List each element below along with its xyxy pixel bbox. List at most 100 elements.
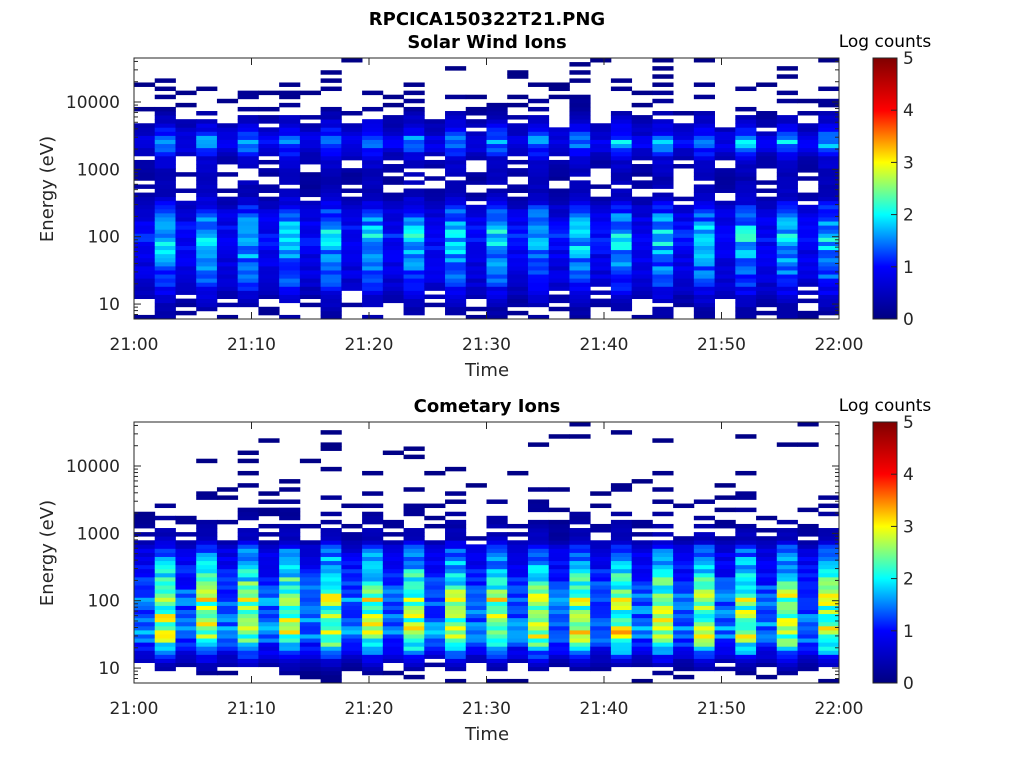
heatmap-cell	[196, 192, 218, 198]
heatmap-cell	[714, 483, 736, 488]
heatmap-cell	[486, 131, 508, 136]
heatmap-cell	[693, 548, 715, 553]
heatmap-cell	[631, 257, 653, 263]
heatmap-cell	[216, 519, 239, 525]
heatmap-cell	[818, 597, 840, 602]
heatmap-cell	[341, 172, 363, 177]
heatmap-cell	[279, 523, 301, 529]
heatmap-cell	[652, 523, 674, 529]
heatmap-cell	[299, 192, 322, 198]
heatmap-cell	[610, 208, 633, 214]
heatmap-cell	[424, 270, 446, 275]
heatmap-cell	[445, 601, 467, 606]
heatmap-cell	[693, 515, 715, 521]
x-tick-label: 21:20	[345, 699, 394, 719]
heatmap-cell	[631, 601, 653, 606]
heatmap-cell	[237, 233, 259, 238]
heatmap-cell	[818, 306, 840, 312]
heatmap-cell	[527, 314, 550, 320]
heatmap-cell	[735, 221, 757, 226]
heatmap-cell	[693, 581, 715, 586]
heatmap-cell	[818, 245, 840, 251]
heatmap-cell	[382, 245, 404, 251]
heatmap-cell	[403, 613, 425, 619]
heatmap-cell	[652, 650, 674, 655]
heatmap-cell	[154, 581, 176, 586]
heatmap-cell	[258, 286, 280, 291]
heatmap-cell	[735, 495, 757, 500]
heatmap-cell	[507, 654, 529, 659]
heatmap-cell	[673, 658, 695, 664]
heatmap-cell	[279, 245, 301, 251]
heatmap-cell	[424, 581, 446, 586]
heatmap-cell	[320, 556, 342, 562]
heatmap-cell	[341, 552, 363, 557]
heatmap-cell	[299, 212, 322, 218]
heatmap-cell	[465, 290, 487, 295]
heatmap-cell	[486, 601, 508, 606]
heatmap-cell	[735, 548, 757, 553]
heatmap-cell	[735, 135, 757, 140]
y-tick-label: 10000	[66, 457, 120, 477]
heatmap-cell	[341, 634, 363, 639]
heatmap-cell	[610, 164, 633, 169]
heatmap-cell	[362, 646, 384, 651]
heatmap-cell	[134, 172, 156, 177]
heatmap-cell	[382, 225, 404, 230]
heatmap-cell	[154, 613, 176, 619]
heatmap-cell	[756, 540, 778, 545]
heatmap-cell	[610, 168, 633, 173]
heatmap-cell	[693, 155, 715, 161]
heatmap-cell	[237, 204, 259, 210]
heatmap-cell	[362, 302, 384, 308]
heatmap-cell	[486, 540, 508, 545]
heatmap-cell	[154, 515, 176, 521]
heatmap-cell	[445, 548, 467, 553]
heatmap-cell	[673, 576, 695, 582]
heatmap-cell	[818, 310, 840, 316]
heatmap-cell	[196, 172, 218, 177]
heatmap-cell	[362, 147, 384, 153]
heatmap-cell	[756, 625, 778, 631]
heatmap-cell	[341, 245, 363, 251]
heatmap-cell	[465, 261, 487, 267]
heatmap-cell	[486, 164, 508, 169]
heatmap-cell	[382, 593, 404, 598]
heatmap-cell	[196, 613, 218, 619]
heatmap-cell	[320, 560, 342, 566]
heatmap-cell	[507, 678, 529, 684]
heatmap-cell	[548, 585, 570, 590]
heatmap-cell	[527, 168, 550, 173]
heatmap-cell	[362, 572, 384, 578]
heatmap-cell	[652, 111, 674, 116]
heatmap-cell	[382, 270, 404, 275]
heatmap-cell	[445, 581, 467, 586]
heatmap-cell	[652, 560, 674, 566]
heatmap-cell	[237, 556, 259, 562]
heatmap-cell	[424, 564, 446, 570]
heatmap-cell	[652, 294, 674, 300]
heatmap-cell	[279, 135, 301, 140]
heatmap-cell	[237, 638, 259, 643]
x-axis-label: Time	[464, 360, 509, 381]
heatmap-cell	[424, 589, 446, 594]
heatmap-cell	[507, 581, 529, 586]
heatmap-cell	[465, 548, 487, 553]
heatmap-cell	[693, 253, 715, 259]
heatmap-cell	[714, 180, 736, 185]
heatmap-cell	[320, 86, 342, 92]
heatmap-cell	[756, 221, 778, 226]
heatmap-cell	[735, 568, 757, 574]
heatmap-cell	[756, 601, 778, 606]
heatmap-cell	[610, 245, 633, 251]
heatmap-cell	[216, 261, 239, 267]
heatmap-cell	[134, 552, 156, 557]
heatmap-cell	[756, 229, 778, 234]
heatmap-cell	[362, 245, 384, 251]
heatmap-cell	[154, 593, 176, 598]
heatmap-cell	[714, 552, 736, 557]
heatmap-cell	[258, 617, 280, 623]
heatmap-cell	[797, 507, 819, 513]
heatmap-cell	[237, 560, 259, 566]
